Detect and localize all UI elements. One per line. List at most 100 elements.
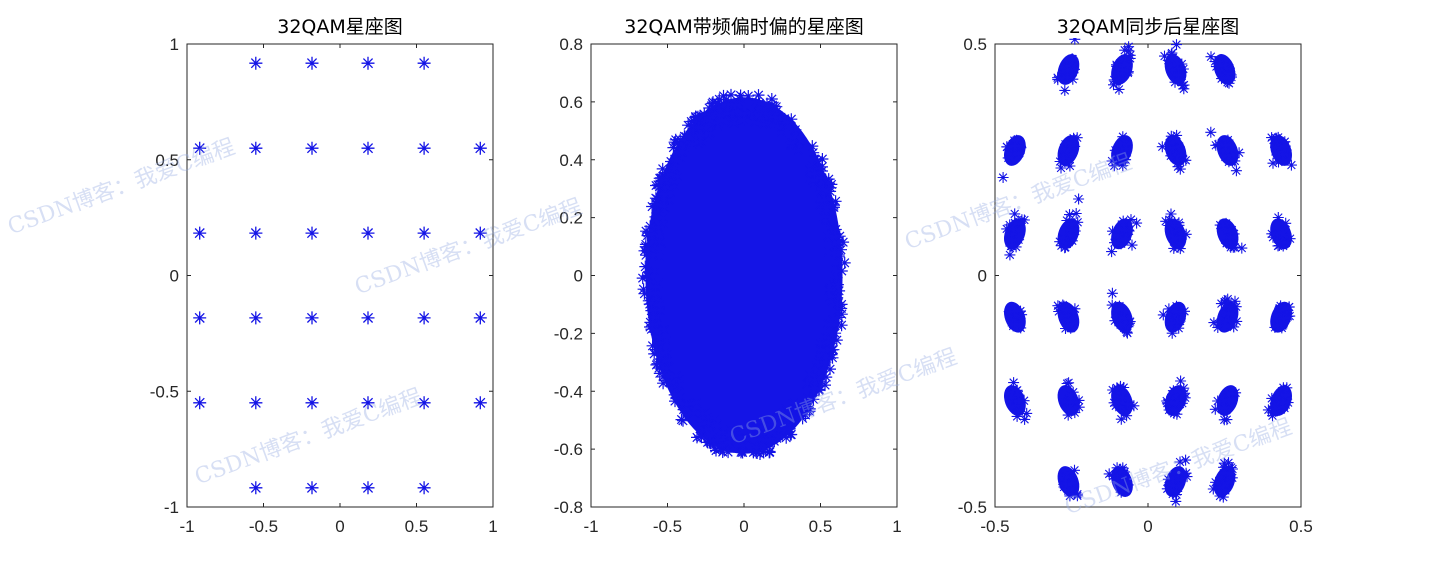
data-point [767,424,780,437]
data-point [786,136,798,149]
data-point [660,169,673,182]
data-point [638,244,651,257]
y-tick-label: 0 [170,267,179,286]
data-point [305,226,319,240]
data-point [826,334,839,347]
plot-title: 32QAM带频偏时偏的星座图 [624,16,864,38]
data-point [763,419,776,432]
data-point [771,114,784,127]
y-tick-label: -0.6 [554,440,583,459]
data-point [811,154,824,167]
data-point [742,90,755,102]
data-point [658,200,671,213]
data-point [417,396,431,410]
x-tick-label: 0 [335,517,344,536]
data-point [707,96,719,109]
data-point [752,89,765,102]
data-point [640,225,653,238]
data-point [638,287,651,300]
data-point [644,220,657,233]
data-point [824,363,836,376]
data-point [670,154,683,167]
data-point [772,430,785,443]
data-point [827,199,840,212]
data-point [753,97,766,110]
data-point [787,396,800,409]
data-point [698,119,711,132]
data-point [711,120,724,133]
symbol-cluster [1207,457,1238,503]
y-tick-label: 0.5 [963,35,987,54]
data-point [823,284,836,297]
data-point [828,227,841,239]
data-point [828,246,841,259]
data-point [636,272,649,285]
data-point [824,185,837,198]
symbol-cluster [1003,301,1028,334]
data-point [657,212,670,225]
symbol-cluster [1159,39,1190,95]
data-point [765,115,777,128]
y-tick-label: 0 [574,267,583,286]
data-point [717,426,730,439]
data-point [651,198,664,211]
data-point [702,417,715,430]
data-point [663,376,675,389]
data-point [793,134,806,147]
constellation-offset-plot: -1 -0.5 0 0.5 1 -0.8 -0.6 -0.4 -0.2 0 0.2 0.4 0.6 0.8… [554,16,902,536]
data-point [305,311,319,325]
data-point [801,377,814,390]
data-point [710,444,722,457]
data-point [813,162,826,175]
data-point [670,381,683,393]
data-point [701,411,714,424]
data-point [830,271,843,284]
data-point [838,256,851,269]
data-point [654,304,667,317]
data-point [794,401,807,413]
data-point [687,124,700,137]
data-point [417,311,431,325]
data-point [806,174,819,187]
data-point [193,311,207,325]
data-point [723,436,736,449]
data-point [671,170,684,183]
data-point [668,388,681,401]
symbol-cluster [1161,454,1193,507]
data-point [305,56,319,70]
data-point [825,221,838,234]
data-point [643,243,656,256]
data-point [835,302,848,315]
x-tick-label: 1 [488,517,497,536]
data-point [729,98,742,111]
data-point [837,236,850,249]
data-point [832,249,845,261]
data-point [680,398,693,411]
data-point [831,278,844,291]
symbol-cluster [997,134,1027,183]
symbol-cluster [1054,193,1085,254]
data-point [734,89,747,102]
data-point [642,294,655,307]
data-point [668,136,681,149]
data-point [792,144,805,157]
data-point [249,56,263,70]
data-point [647,311,660,324]
data-point [249,396,263,410]
data-point [639,260,652,273]
data-point [656,162,669,175]
data-point [785,428,798,441]
data-point [677,403,690,416]
symbol-cluster [1106,131,1133,172]
data-point [659,352,672,365]
y-tick-label: 0.6 [559,93,583,112]
data-point [809,153,822,166]
data-point [824,318,837,331]
data-point [722,446,735,459]
data-point [651,357,664,370]
data-point [361,56,375,70]
data-point [745,107,758,120]
plot-title: 32QAM同步后星座图 [1057,16,1240,38]
data-point [721,107,734,120]
data-point [821,317,834,330]
